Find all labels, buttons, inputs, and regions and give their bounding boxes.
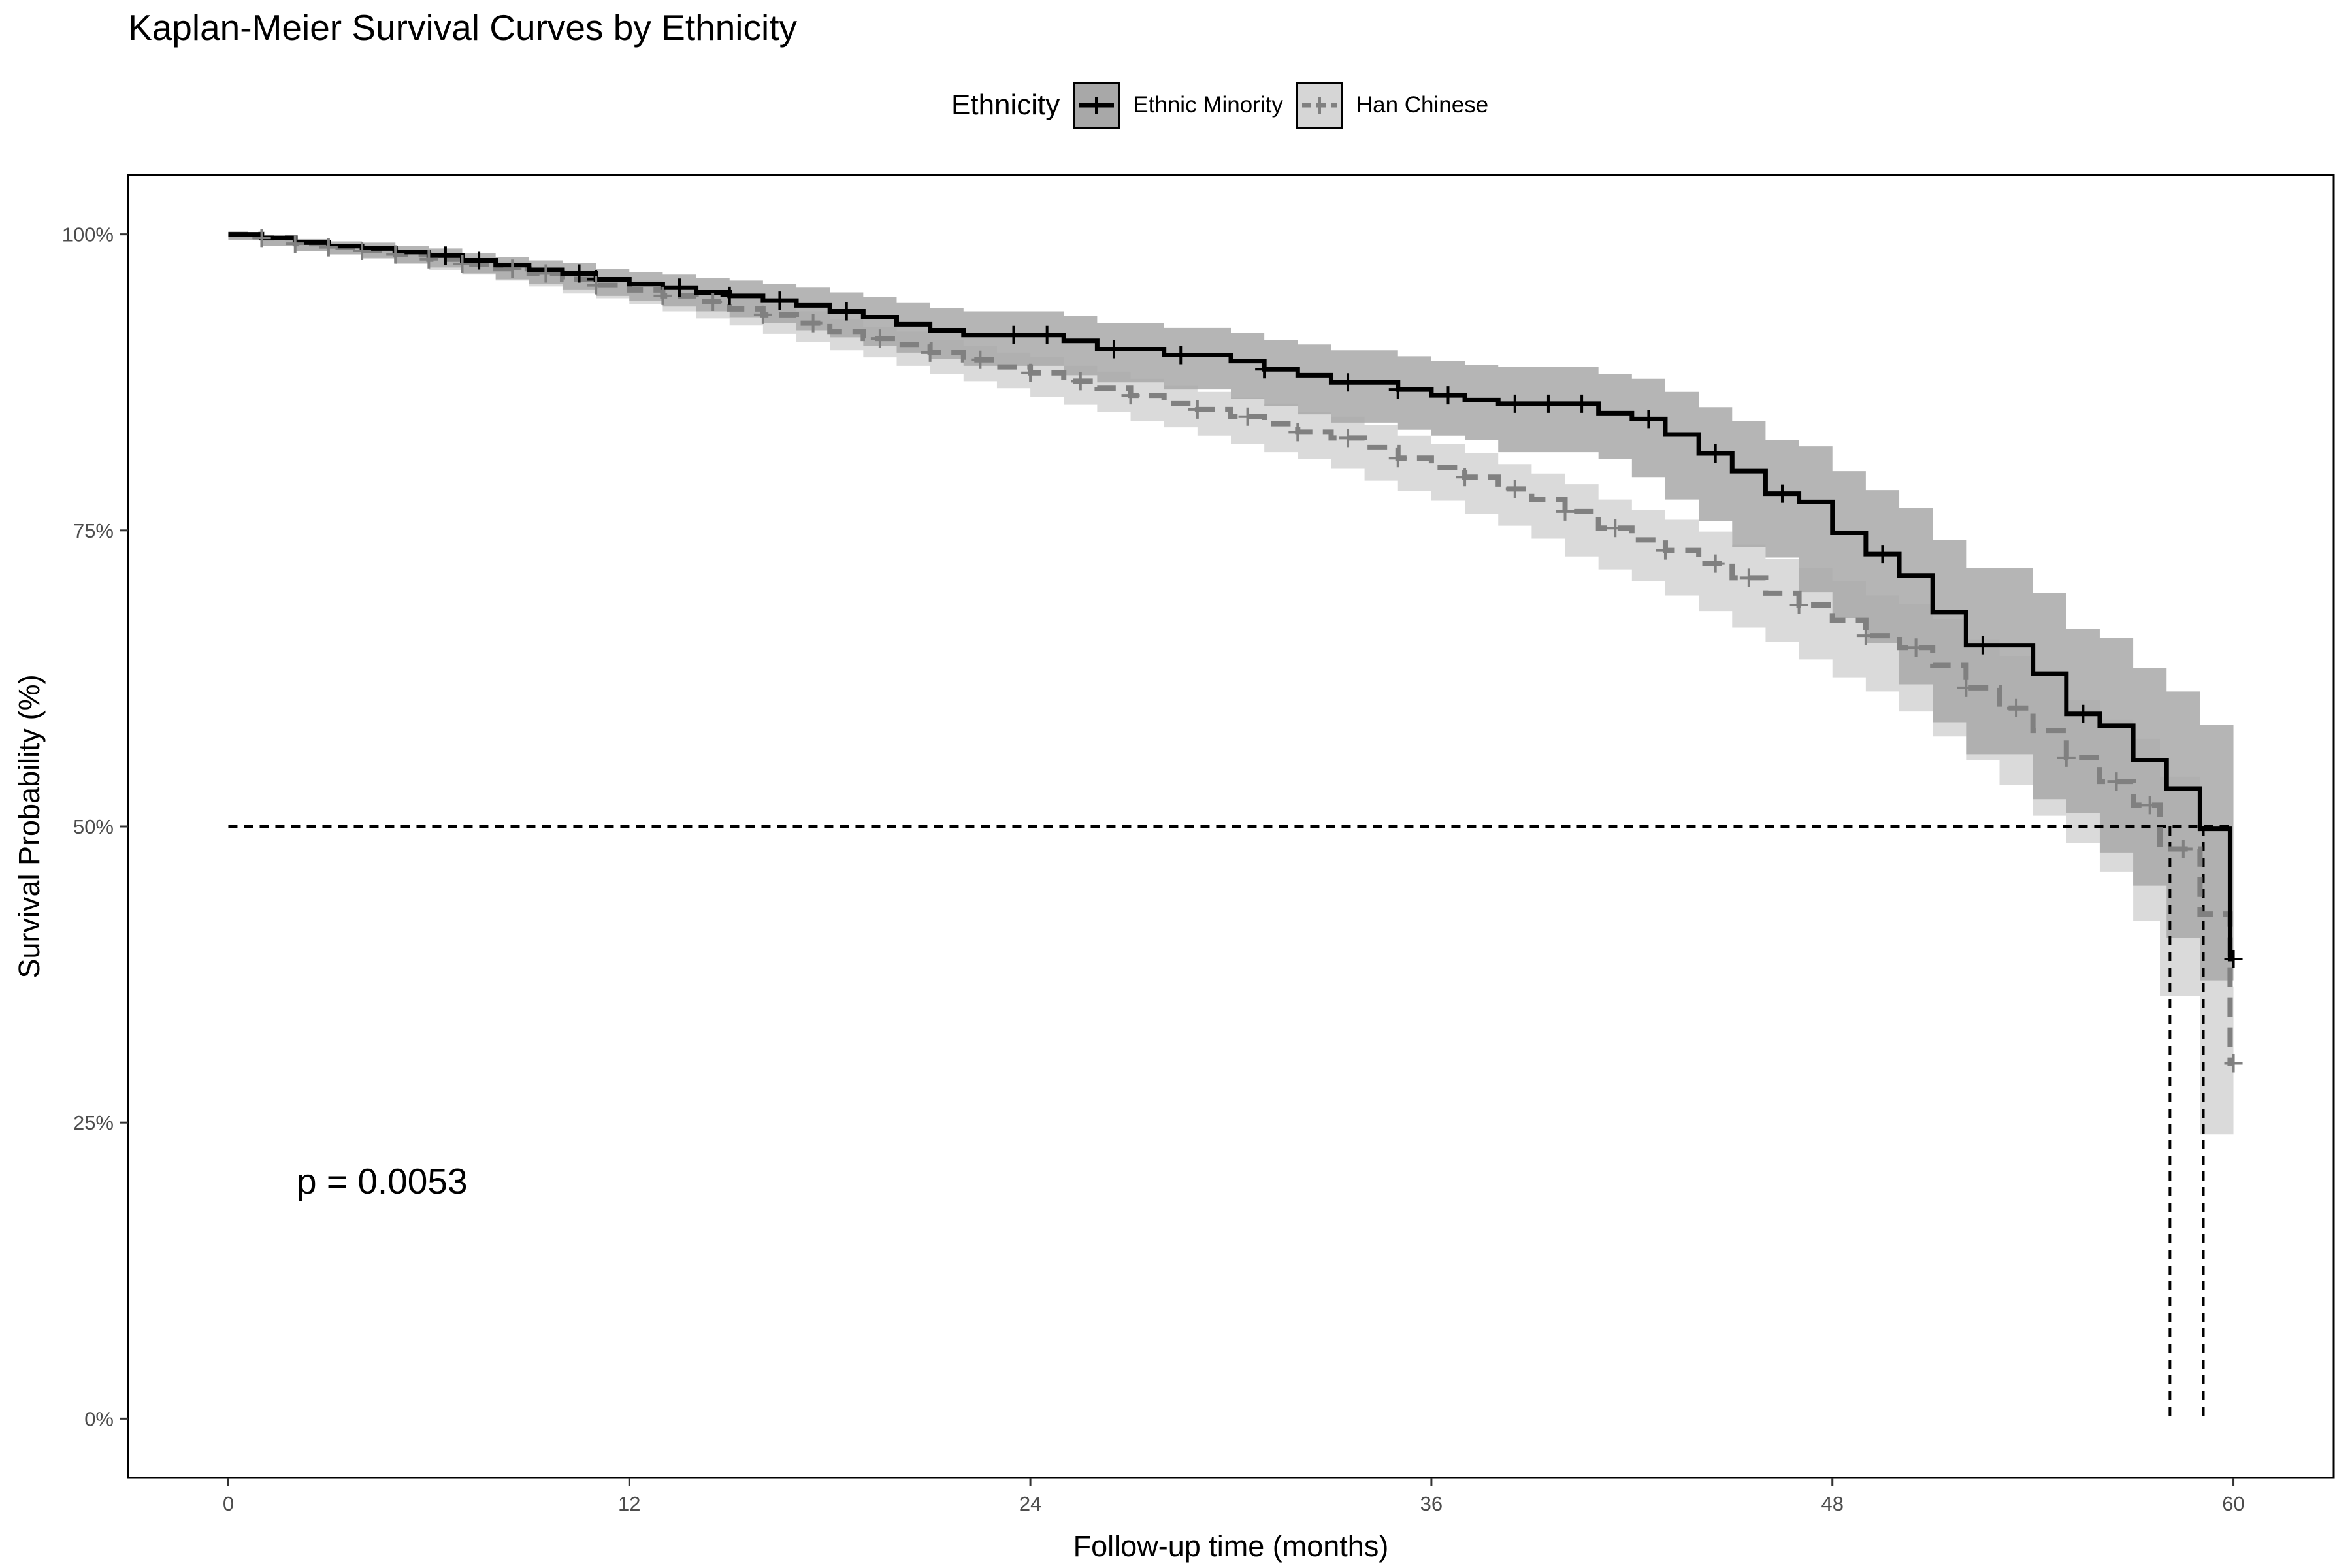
censor-mark-ethnic-minority	[470, 251, 489, 270]
censor-mark-han-chinese	[2057, 748, 2076, 767]
censor-mark-ethnic-minority	[1873, 545, 1892, 564]
confidence-band-ethnic-minority	[228, 234, 2234, 981]
legend-item-han-chinese: Han Chinese	[1296, 82, 1488, 129]
x-axis-title: Follow-up time (months)	[1073, 1529, 1389, 1563]
censor-mark-ethnic-minority	[720, 286, 739, 305]
y-tick-label: 0%	[84, 1407, 114, 1430]
censor-mark-han-chinese	[1238, 407, 1257, 426]
censor-mark-ethnic-minority	[1773, 484, 1791, 503]
censor-mark-ethnic-minority	[1388, 380, 1407, 399]
censor-mark-han-chinese	[2174, 840, 2193, 858]
y-tick-label: 100%	[62, 223, 114, 246]
censor-mark-ethnic-minority	[1973, 636, 1992, 655]
legend-key-han-chinese	[1296, 82, 1343, 129]
legend-label-han-chinese: Han Chinese	[1356, 92, 1489, 118]
censor-mark-han-chinese	[870, 329, 889, 348]
y-tick-label: 25%	[73, 1111, 114, 1134]
y-tick-label: 75%	[73, 519, 114, 542]
censor-mark-han-chinese	[286, 235, 304, 253]
censor-mark-han-chinese	[1339, 429, 1358, 448]
censor-mark-han-chinese	[1288, 423, 1307, 442]
censor-mark-ethnic-minority	[1573, 394, 1592, 413]
censor-mark-han-chinese	[1071, 372, 1090, 391]
censor-mark-han-chinese	[704, 292, 723, 311]
censor-mark-ethnic-minority	[2074, 704, 2093, 723]
censor-mark-han-chinese	[1188, 400, 1207, 419]
censor-mark-ethnic-minority	[570, 264, 589, 283]
censor-mark-han-chinese	[1656, 541, 1674, 560]
censor-mark-han-chinese	[536, 264, 555, 283]
censor-mark-ethnic-minority	[1539, 394, 1558, 413]
censor-mark-han-chinese	[804, 314, 823, 333]
censor-mark-han-chinese	[252, 229, 271, 248]
legend-title: Ethnicity	[951, 89, 1060, 121]
censor-mark-han-chinese	[1388, 449, 1407, 468]
legend-item-ethnic-minority: Ethnic Minority	[1073, 82, 1283, 129]
survival-curve-han-chinese	[228, 231, 2234, 1066]
censor-mark-han-chinese	[1906, 638, 1925, 657]
y-tick-label: 50%	[73, 815, 114, 838]
x-tick-label: 36	[1420, 1492, 1443, 1515]
legend-label-ethnic-minority: Ethnic Minority	[1133, 92, 1283, 118]
censor-mark-han-chinese	[921, 343, 939, 362]
censor-mark-ethnic-minority	[670, 278, 689, 297]
axes: 0 12 24 36 48 60 0% 25% 50% 75% 100%	[62, 223, 2245, 1515]
censor-mark-han-chinese	[2140, 796, 2159, 815]
censor-mark-han-chinese	[653, 286, 672, 305]
censor-marks	[252, 229, 2243, 1073]
censor-mark-han-chinese	[319, 238, 338, 257]
censor-mark-ethnic-minority	[1505, 394, 1524, 413]
survival-curve-ethnic-minority	[228, 232, 2234, 962]
censor-mark-ethnic-minority	[1339, 373, 1358, 392]
x-tick-label: 60	[2222, 1492, 2244, 1515]
censor-mark-han-chinese	[971, 350, 990, 369]
confidence-bands	[228, 234, 2234, 1135]
censor-mark-ethnic-minority	[2224, 950, 2243, 969]
censor-mark-han-chinese	[1021, 363, 1040, 382]
censor-mark-han-chinese	[2224, 1054, 2243, 1073]
censor-mark-han-chinese	[353, 242, 372, 261]
legend-key-ethnic-minority	[1073, 82, 1120, 129]
survival-curves	[228, 231, 2234, 1066]
x-tick-label: 48	[1821, 1492, 1843, 1515]
censor-mark-han-chinese	[753, 305, 772, 324]
censor-mark-han-chinese	[1706, 554, 1725, 573]
median-reference-lines	[228, 825, 2234, 1419]
censor-mark-ethnic-minority	[1639, 410, 1658, 429]
censor-mark-ethnic-minority	[436, 246, 455, 265]
censor-mark-han-chinese	[587, 276, 606, 295]
censor-mark-han-chinese	[503, 259, 522, 278]
censor-mark-han-chinese	[1739, 568, 1758, 587]
censor-mark-han-chinese	[1789, 596, 1808, 615]
censor-mark-ethnic-minority	[1171, 346, 1190, 365]
censor-mark-han-chinese	[1957, 678, 1976, 697]
censor-mark-han-chinese	[1606, 519, 1625, 538]
chart-title: Kaplan-Meier Survival Curves by Ethnicit…	[128, 7, 797, 48]
censor-mark-han-chinese	[1856, 627, 1875, 645]
censor-mark-han-chinese	[453, 254, 472, 273]
censor-mark-ethnic-minority	[1004, 325, 1023, 344]
censor-mark-ethnic-minority	[1706, 444, 1725, 463]
x-tick-label: 0	[223, 1492, 234, 1515]
censor-mark-han-chinese	[1505, 480, 1524, 498]
censor-mark-han-chinese	[419, 250, 438, 269]
censor-mark-ethnic-minority	[1104, 340, 1123, 359]
legend: Ethnicity Ethnic Minority Han Chinese	[951, 77, 1501, 133]
censor-mark-han-chinese	[2107, 772, 2126, 791]
censor-mark-ethnic-minority	[1439, 386, 1458, 405]
censor-mark-ethnic-minority	[1037, 325, 1056, 344]
y-axis-title: Survival Probability (%)	[12, 674, 46, 978]
censor-mark-ethnic-minority	[837, 302, 856, 321]
x-tick-label: 24	[1019, 1492, 1041, 1515]
censor-mark-han-chinese	[1121, 386, 1140, 405]
censor-mark-han-chinese	[1456, 468, 1475, 487]
censor-mark-han-chinese	[386, 245, 405, 264]
x-tick-label: 12	[618, 1492, 640, 1515]
censor-mark-han-chinese	[2007, 698, 2026, 717]
censor-mark-han-chinese	[1556, 502, 1575, 521]
censor-mark-ethnic-minority	[1255, 360, 1274, 379]
censor-mark-ethnic-minority	[770, 291, 789, 310]
p-value-annotation: p = 0.0053	[297, 1161, 468, 1201]
